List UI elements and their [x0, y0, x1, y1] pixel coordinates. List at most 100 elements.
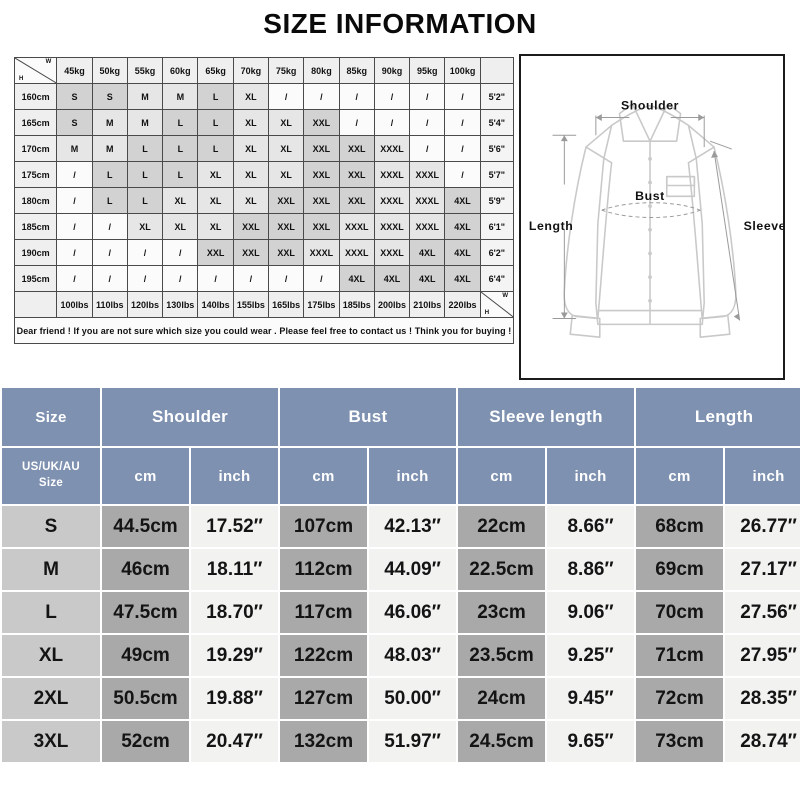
- hw-height-ft: 5'7": [479, 161, 515, 188]
- page-title: SIZE INFORMATION: [263, 8, 537, 39]
- hw-height-ft: 6'1": [479, 213, 515, 240]
- hw-weight-header: 75kg: [268, 57, 305, 84]
- hw-size-cell: /: [56, 239, 93, 266]
- hw-weight-header: 65kg: [197, 57, 234, 84]
- hw-size-cell: /: [232, 265, 270, 292]
- hw-size-cell: XL: [197, 187, 234, 214]
- hw-size-cell: 4XL: [409, 265, 446, 292]
- measurement-group-header-row: Size Shoulder Bust Sleeve length Length: [2, 388, 800, 446]
- cell-length-inch: 27.56″: [725, 592, 800, 633]
- hw-size-cell: L: [197, 83, 234, 110]
- hw-weight-lbs: 165lbs: [268, 291, 305, 318]
- cell-length-cm: 70cm: [636, 592, 724, 633]
- hw-size-cell: /: [268, 265, 305, 292]
- cell-length-inch: 27.95″: [725, 635, 800, 676]
- hw-size-cell: XXXL: [373, 239, 411, 266]
- hw-size-cell: /: [303, 83, 340, 110]
- header-sleeve-inch: inch: [547, 448, 635, 504]
- label-length: Length: [529, 219, 574, 233]
- header-us-uk-au-size: US/UK/AU Size: [2, 448, 100, 504]
- hw-height-cm: 195cm: [13, 265, 58, 292]
- measurement-panel: Size Shoulder Bust Sleeve length Length …: [0, 386, 800, 764]
- hw-size-cell: L: [197, 109, 234, 136]
- hw-size-cell: XL: [162, 187, 199, 214]
- header-sleeve-length: Sleeve length: [458, 388, 635, 446]
- hw-height-ft: 5'2": [479, 83, 515, 110]
- hw-size-cell: XL: [197, 161, 234, 188]
- cell-sleeve-cm: 23.5cm: [458, 635, 546, 676]
- hw-size-cell: 4XL: [444, 187, 481, 214]
- header-bust-inch: inch: [369, 448, 457, 504]
- hw-size-cell: /: [444, 109, 481, 136]
- cell-bust-inch: 46.06″: [369, 592, 457, 633]
- hw-size-cell: /: [91, 213, 128, 240]
- hw-size-cell: /: [162, 265, 199, 292]
- hw-size-cell: XXL: [232, 239, 270, 266]
- cell-shoulder-inch: 20.47″: [191, 721, 279, 762]
- header-shoulder-inch: inch: [191, 448, 279, 504]
- hw-data-row: 185cm / / XL XL XL XXL XXL XXL XXXL XXXL XXXL 4XL 6'1…: [13, 213, 515, 240]
- cell-size: S: [2, 506, 100, 547]
- hw-size-cell: XXL: [197, 239, 234, 266]
- corner-label-height: H: [19, 76, 24, 82]
- cell-shoulder-cm: 52cm: [102, 721, 189, 762]
- hw-size-cell: L: [162, 109, 199, 136]
- hw-weight-header: 100kg: [444, 57, 481, 84]
- cell-sleeve-inch: 9.25″: [547, 635, 635, 676]
- hw-size-cell: L: [91, 161, 128, 188]
- hw-weight-lbs: 220lbs: [444, 291, 481, 318]
- hw-size-cell: M: [91, 109, 128, 136]
- corner-label-height-bottom: H: [484, 310, 490, 316]
- hw-weight-lbs: 200lbs: [373, 291, 411, 318]
- cell-length-inch: 26.77″: [725, 506, 800, 547]
- hw-size-cell: XXXL: [338, 213, 375, 240]
- hw-weight-lbs: 155lbs: [232, 291, 270, 318]
- cell-bust-inch: 50.00″: [369, 678, 457, 719]
- cell-bust-cm: 107cm: [280, 506, 368, 547]
- hw-size-cell: XL: [268, 109, 305, 136]
- header-shoulder: Shoulder: [102, 388, 279, 446]
- hw-weight-header: 95kg: [409, 57, 446, 84]
- hw-size-cell: /: [56, 161, 93, 188]
- hw-note-row: Dear friend ! If you are not sure which …: [14, 317, 514, 344]
- hw-size-cell: /: [56, 187, 93, 214]
- hw-size-cell: XL: [232, 83, 270, 110]
- cell-bust-cm: 122cm: [280, 635, 368, 676]
- cell-length-cm: 71cm: [636, 635, 724, 676]
- cell-sleeve-inch: 9.06″: [547, 592, 635, 633]
- cell-shoulder-cm: 47.5cm: [102, 592, 189, 633]
- hw-size-cell: L: [126, 187, 164, 214]
- hw-size-cell: /: [56, 265, 93, 292]
- corner-label-weight-bottom: W: [502, 293, 508, 299]
- height-weight-table: W H 45kg 50kg 55kg 60kg 65kg 70kg 75kg 80kg 85kg 90…: [13, 57, 515, 344]
- table-row: M 46cm 18.11″ 112cm 44.09″ 22.5cm 8.86″ 69cm 27.…: [2, 549, 800, 590]
- hw-size-cell: /: [409, 135, 446, 162]
- hw-weight-lbs: 110lbs: [91, 291, 128, 318]
- hw-height-cm: 185cm: [13, 213, 58, 240]
- hw-size-cell: XXL: [303, 109, 340, 136]
- header-length-cm: cm: [636, 448, 724, 504]
- hw-size-cell: /: [444, 135, 481, 162]
- hw-size-cell: XL: [126, 213, 164, 240]
- cell-length-inch: 28.74″: [725, 721, 800, 762]
- hw-header-row: W H 45kg 50kg 55kg 60kg 65kg 70kg 75kg 80kg 85kg 90…: [13, 57, 515, 84]
- cell-length-cm: 69cm: [636, 549, 724, 590]
- cell-size: XL: [2, 635, 100, 676]
- hw-size-cell: /: [268, 83, 305, 110]
- hw-size-cell: /: [303, 265, 340, 292]
- measurement-guides: [552, 114, 741, 321]
- hw-size-cell: XL: [232, 187, 270, 214]
- hw-size-cell: S: [56, 109, 93, 136]
- hw-size-cell: XXL: [338, 187, 375, 214]
- customer-note: Dear friend ! If you are not sure which …: [14, 317, 514, 344]
- cell-size: M: [2, 549, 100, 590]
- hw-size-cell: XXL: [268, 213, 305, 240]
- hw-size-cell: XL: [232, 109, 270, 136]
- hw-lbs-row: 100lbs 110lbs 120lbs 130lbs 140lbs 155lbs 165l…: [13, 291, 515, 318]
- label-shoulder: Shoulder: [621, 99, 679, 113]
- hw-weight-header: 55kg: [126, 57, 164, 84]
- hw-size-cell: /: [162, 239, 199, 266]
- hw-weight-lbs: 185lbs: [338, 291, 375, 318]
- cell-bust-cm: 112cm: [280, 549, 368, 590]
